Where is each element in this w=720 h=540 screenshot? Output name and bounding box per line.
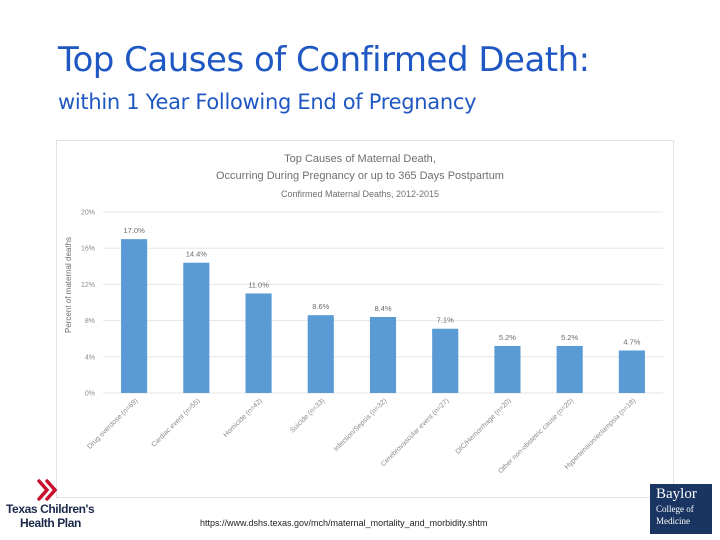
data-label: 5.2%: [561, 333, 578, 342]
y-tick-label: 8%: [85, 318, 95, 325]
slide-subtitle: within 1 Year Following End of Pregnancy: [58, 90, 477, 114]
chart-title: Top Causes of Maternal Death,: [284, 153, 436, 165]
data-label: 7.1%: [437, 316, 454, 325]
bar: [432, 328, 459, 393]
y-tick-label: 12%: [81, 282, 95, 289]
bars: [121, 239, 645, 393]
category-label: Cardiac event (n=55): [150, 397, 201, 448]
bar: [307, 315, 334, 393]
category-label: Other non-obstetric cause (n=20): [497, 397, 575, 475]
data-label: 17.0%: [123, 226, 145, 235]
logo-text-line1: Texas Children's: [6, 502, 95, 516]
bar: [183, 262, 210, 393]
category-label: Infection/Sepsis (n=32): [333, 397, 389, 453]
category-label: DIC/Hemorrhage (n=20): [455, 397, 513, 455]
data-label: 8.6%: [312, 302, 329, 311]
y-axis-label: Percent of maternal deaths: [64, 237, 73, 333]
y-tick-label: 20%: [81, 210, 95, 217]
chart-title-line2: Occurring During Pregnancy or up to 365 …: [216, 170, 504, 182]
y-axis-ticks: 0% 4% 8% 12% 16% 20%: [81, 210, 95, 398]
bar: [618, 350, 645, 393]
chart-subtitle: Confirmed Maternal Deaths, 2012-2015: [281, 189, 439, 199]
logo-text-line2: Health Plan: [20, 516, 81, 530]
category-label: Hypertension/eclampsia (n=18): [564, 397, 638, 471]
bar-chart: Top Causes of Maternal Death, Occurring …: [64, 153, 663, 475]
source-url: https://www.dshs.texas.gov/mch/maternal_…: [200, 518, 488, 528]
data-label: 5.2%: [499, 333, 516, 342]
baylor-logo: Baylor College of Medicine: [650, 484, 712, 534]
category-labels: Drug overdose (n=69) Cardiac event (n=55)…: [86, 397, 637, 475]
category-label: Suicide (n=33): [289, 397, 326, 434]
category-label: Cerebrovascular event (n=27): [380, 397, 451, 468]
bar: [369, 316, 397, 393]
logo-text-line3: Medicine: [656, 516, 690, 526]
bar: [494, 345, 521, 393]
data-labels: 17.0% 14.4% 11.0% 8.6% 8.4% 7.1% 5.2% 5.2% 4.7%: [123, 226, 640, 346]
bar: [121, 239, 148, 393]
category-label: Drug overdose (n=69): [86, 397, 139, 450]
category-label: Homicide (n=42): [223, 397, 264, 438]
y-tick-label: 4%: [85, 354, 95, 361]
bar: [245, 293, 272, 393]
y-tick-label: 16%: [81, 246, 95, 253]
bar: [556, 345, 583, 393]
data-label: 14.4%: [186, 250, 208, 259]
data-label: 8.4%: [374, 304, 391, 313]
slide-title: Top Causes of Confirmed Death:: [58, 40, 590, 80]
logo-text-line1: Baylor: [656, 486, 697, 502]
logo-mark-icon: [37, 479, 58, 501]
texas-childrens-logo: Texas Children's Health Plan: [6, 478, 116, 534]
chart-panel: Top Causes of Maternal Death, Occurring …: [56, 140, 674, 498]
data-label: 4.7%: [623, 337, 640, 346]
y-tick-label: 0%: [85, 391, 95, 398]
data-label: 11.0%: [248, 280, 269, 289]
logo-text-line2: College of: [656, 504, 694, 514]
